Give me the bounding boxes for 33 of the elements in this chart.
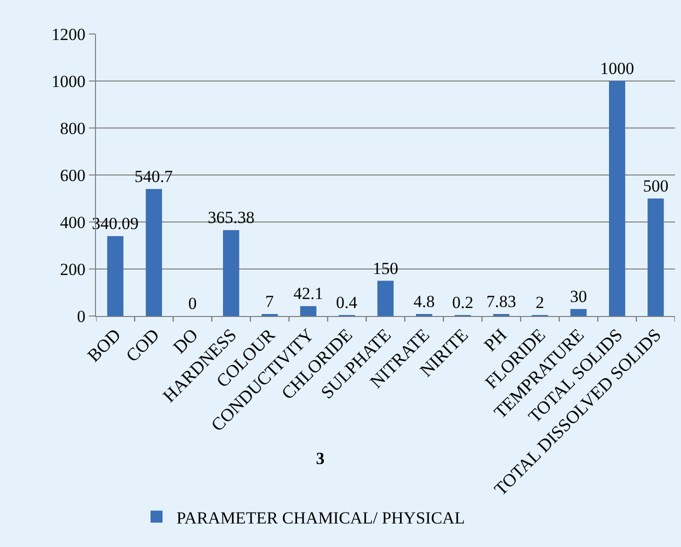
y-tick-label: 0 [77,306,86,326]
data-label: 7.83 [486,292,516,311]
y-tick-label: 400 [60,212,86,232]
x-axis-title: 3 [316,449,324,468]
data-label: 340.09 [92,214,139,234]
data-label: 42.1 [293,284,324,304]
legend-label: PARAMETER CHAMICAL/ PHYSICAL [176,508,465,528]
data-label: 0 [188,294,197,313]
data-label: 150 [372,258,398,278]
y-tick-label: 1000 [52,72,86,91]
data-label: 1000 [600,59,634,78]
bar [107,236,124,316]
data-label: 7 [265,292,274,311]
bar [648,198,664,316]
bar [377,280,394,316]
bar [222,230,240,316]
y-tick-label: 800 [60,118,86,138]
data-label: 2 [536,293,544,312]
bar [570,308,587,316]
y-tick-label: 600 [60,166,86,185]
x-tick-label: COD [122,324,164,366]
bar [300,306,316,316]
data-label: 4.8 [413,292,435,311]
data-label: 30 [570,286,587,306]
data-label: 0.4 [336,293,358,312]
data-label: 500 [642,176,668,196]
data-label: 365.38 [208,208,254,228]
y-tick-label: 1200 [52,24,86,44]
data-label: 540.7 [134,166,174,186]
bar [146,188,162,316]
y-tick-label: 200 [60,260,86,279]
data-label: 0.2 [452,293,474,312]
bar [608,81,626,316]
